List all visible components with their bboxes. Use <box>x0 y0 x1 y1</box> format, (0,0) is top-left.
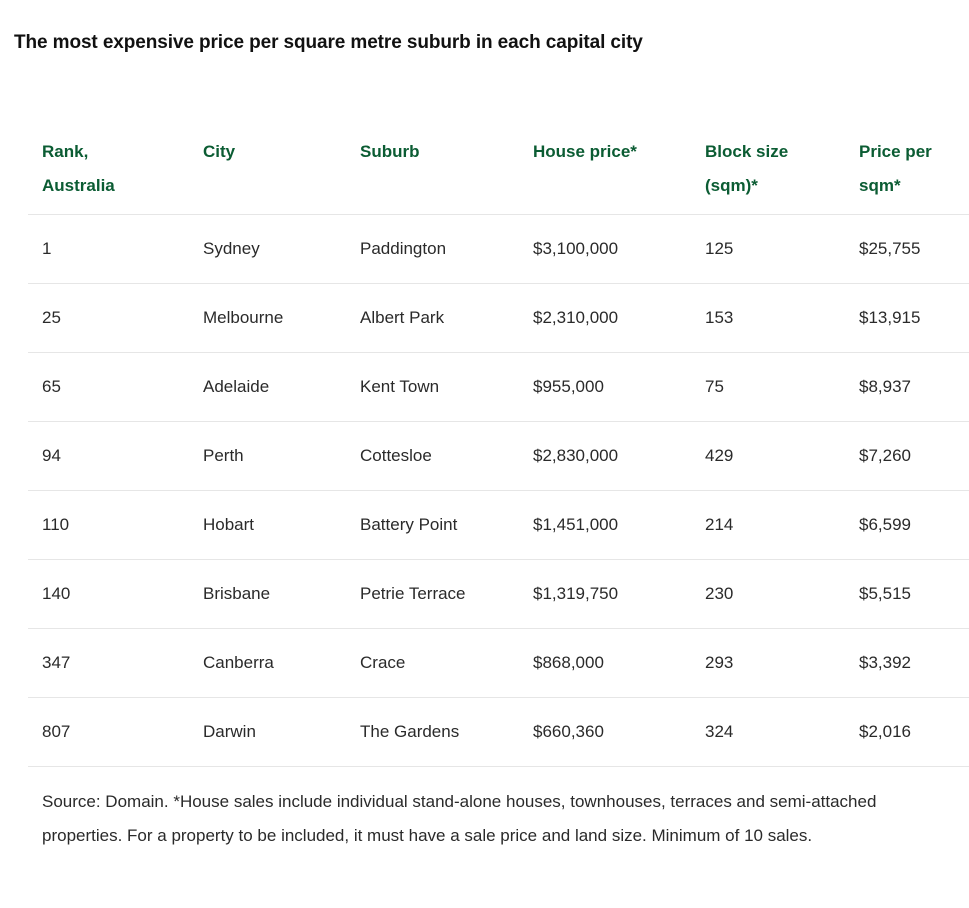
rank-cell: 110 <box>42 515 70 534</box>
table-row: 1 Sydney Paddington $3,100,000 125 $25,7… <box>28 215 969 284</box>
table-row: 65 Adelaide Kent Town $955,000 75 $8,937 <box>28 353 969 422</box>
price-per-sqm-cell: $3,392 <box>859 653 911 672</box>
header-price-per-sqm: Price per sqm* <box>859 135 932 203</box>
block-size-cell: 214 <box>705 515 734 534</box>
price-per-sqm-cell: $13,915 <box>859 308 921 327</box>
price-per-sqm-cell: $2,016 <box>859 722 911 741</box>
table-row: 347 Canberra Crace $868,000 293 $3,392 <box>28 629 969 698</box>
header-rank: Rank, Australia <box>42 135 115 203</box>
rank-cell: 94 <box>42 446 61 465</box>
block-size-cell: 75 <box>705 377 724 396</box>
suburb-cell: Kent Town <box>360 377 440 396</box>
rank-cell: 807 <box>42 722 71 741</box>
rank-cell: 347 <box>42 653 71 672</box>
suburb-cell: Battery Point <box>360 515 458 534</box>
price-per-sqm-cell: $25,755 <box>859 239 921 258</box>
suburb-cell: Cottesloe <box>360 446 432 465</box>
house-price-cell: $3,100,000 <box>533 239 619 258</box>
header-rank-line1: Rank, <box>42 142 89 161</box>
city-cell: Melbourne <box>203 308 284 327</box>
house-price-cell: $660,360 <box>533 722 604 741</box>
table-row: 807 Darwin The Gardens $660,360 324 $2,0… <box>28 698 969 767</box>
price-per-sqm-cell: $7,260 <box>859 446 911 465</box>
block-size-cell: 153 <box>705 308 734 327</box>
suburb-cell: Albert Park <box>360 308 445 327</box>
table-row: 94 Perth Cottesloe $2,830,000 429 $7,260 <box>28 422 969 491</box>
house-price-cell: $868,000 <box>533 653 604 672</box>
block-size-cell: 324 <box>705 722 734 741</box>
rank-cell: 140 <box>42 584 71 603</box>
city-cell: Brisbane <box>203 584 271 603</box>
table-row: 25 Melbourne Albert Park $2,310,000 153 … <box>28 284 969 353</box>
table-header-row: Rank, Australia City Suburb House price*… <box>28 127 969 215</box>
header-price-per-sqm-line1: Price per <box>859 142 932 161</box>
block-size-cell: 429 <box>705 446 734 465</box>
header-price-per-sqm-line2: sqm* <box>859 176 901 195</box>
header-house-price-label: House price* <box>533 142 637 161</box>
table-title: The most expensive price per square metr… <box>14 32 643 53</box>
house-price-cell: $1,451,000 <box>533 515 619 534</box>
header-suburb: Suburb <box>360 135 420 169</box>
rank-cell: 1 <box>42 239 52 258</box>
price-table: Rank, Australia City Suburb House price*… <box>28 127 969 767</box>
block-size-cell: 230 <box>705 584 734 603</box>
city-cell: Canberra <box>203 653 274 672</box>
price-per-sqm-cell: $6,599 <box>859 515 911 534</box>
header-block-size-line1: Block size <box>705 142 789 161</box>
suburb-cell: Petrie Terrace <box>360 584 466 603</box>
source-footnote: Source: Domain. *House sales include ind… <box>42 792 877 845</box>
city-cell: Adelaide <box>203 377 270 396</box>
header-block-size-line2: (sqm)* <box>705 176 758 195</box>
suburb-cell: Crace <box>360 653 406 672</box>
house-price-cell: $2,310,000 <box>533 308 619 327</box>
price-per-sqm-cell: $8,937 <box>859 377 911 396</box>
table-row: 140 Brisbane Petrie Terrace $1,319,750 2… <box>28 560 969 629</box>
block-size-cell: 125 <box>705 239 734 258</box>
header-block-size: Block size (sqm)* <box>705 135 788 203</box>
block-size-cell: 293 <box>705 653 734 672</box>
city-cell: Hobart <box>203 515 255 534</box>
house-price-cell: $2,830,000 <box>533 446 619 465</box>
city-cell: Sydney <box>203 239 260 258</box>
suburb-cell: The Gardens <box>360 722 460 741</box>
table-row: 110 Hobart Battery Point $1,451,000 214 … <box>28 491 969 560</box>
header-suburb-label: Suburb <box>360 142 420 161</box>
header-city-label: City <box>203 142 236 161</box>
city-cell: Perth <box>203 446 244 465</box>
rank-cell: 65 <box>42 377 61 396</box>
rank-cell: 25 <box>42 308 61 327</box>
header-city: City <box>203 135 235 169</box>
house-price-cell: $955,000 <box>533 377 604 396</box>
city-cell: Darwin <box>203 722 256 741</box>
header-house-price: House price* <box>533 135 637 169</box>
house-price-cell: $1,319,750 <box>533 584 619 603</box>
suburb-cell: Paddington <box>360 239 447 258</box>
price-per-sqm-cell: $5,515 <box>859 584 911 603</box>
header-rank-line2: Australia <box>42 176 115 195</box>
